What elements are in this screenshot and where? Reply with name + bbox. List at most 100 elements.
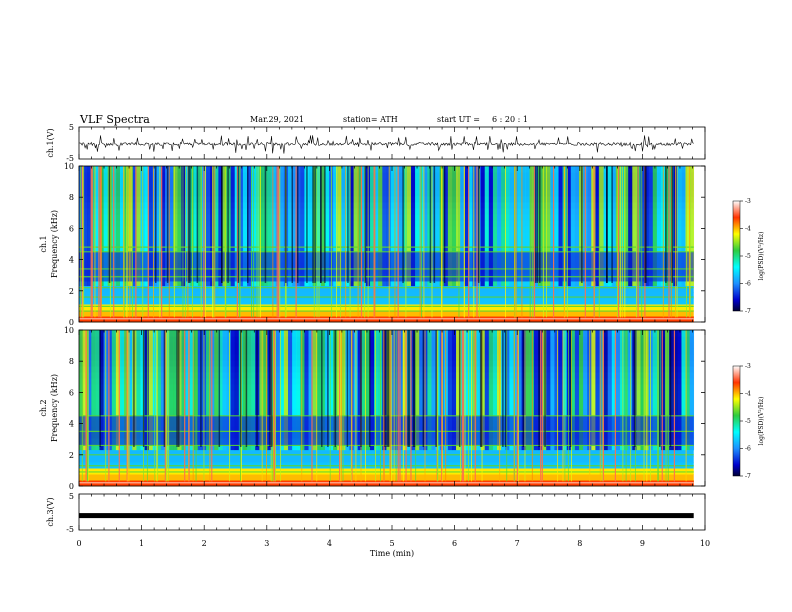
spec-column [247,166,252,287]
colorbar-tick-label: -3 [745,198,751,205]
spec-column [173,330,178,451]
spec-column [570,330,576,451]
spec-column [599,330,604,451]
spec-band [79,304,694,311]
time-tick-label: 0 [76,539,81,548]
spec-column [222,166,227,287]
spec-column [484,330,490,451]
ch3-ytick-bottom: -5 [66,525,74,534]
spec-column [476,330,481,451]
spec-column [214,330,219,451]
spec-column [206,330,211,451]
spec-column [386,166,391,287]
spec-ytick-label: 10 [64,326,74,335]
ch1-spec-ylabel-line1: ch.1 [39,235,48,252]
spec-column [468,330,473,451]
spec-column [480,166,486,287]
colorbar-ch2-scale [732,365,741,477]
spec-column [578,330,584,451]
spec-column [689,330,695,451]
spec-column [513,330,518,451]
spec-column [374,330,379,451]
spec-column [685,166,690,287]
spec-column [242,166,248,287]
spec-column [169,330,174,451]
spec-column [197,166,203,287]
colorbar-ch2-ticks: -3 -4 -5 -6 -7 [740,363,751,480]
spec-column [320,330,326,451]
spec-ytick-label: 0 [69,482,74,491]
spec-column [369,166,375,287]
spec-column [390,330,395,451]
spec-column [632,166,637,287]
spec-column [79,330,84,451]
colorbar-ch1: -3 -4 -5 -6 -7 log(PSD)(V²/Hz) [732,198,765,315]
spec-column [148,166,154,287]
spec-column [603,330,608,451]
spec-column [574,166,580,287]
spec-ytick-label: 2 [69,287,74,296]
colorbar-tick-label: -4 [745,391,751,398]
ch1-spec-ylabel-line2: Frequency (kHz) [50,210,59,278]
spec-column [529,166,535,287]
spec-column [218,330,223,451]
spec-column [160,166,166,287]
spec-column [361,166,367,287]
spec-column [353,166,358,287]
start-ut-label: start UT = [437,115,480,124]
spec-column [382,166,387,287]
ch3-waveform-ylabel: ch.3(V) [46,497,55,526]
spec-column [222,330,227,451]
spec-column [136,166,141,287]
spec-column [554,330,559,451]
spec-column [357,166,363,287]
ch1-spectrogram-panel: 0 2 4 6 8 10 ch.1 Frequency (kHz) [39,162,706,327]
spec-column [189,166,195,287]
colorbar-tick-label: -7 [745,473,751,480]
ch2-spectrogram-image [79,330,705,487]
spec-column [132,166,137,287]
spec-column [156,330,162,451]
spec-column [656,166,662,287]
spec-column [160,330,166,451]
spec-column [337,166,342,287]
spec-column [619,330,625,451]
spec-ytick-label: 0 [69,318,74,327]
spec-column [128,330,133,451]
spec-column [660,330,666,451]
time-tick-label: 8 [577,539,582,548]
spec-column [521,166,527,287]
spec-column [300,330,305,451]
spec-column [279,330,285,451]
spec-column [308,330,313,451]
spec-ytick-label: 8 [69,193,74,202]
ch3-waveform-frame [78,493,706,531]
spec-column [267,166,272,287]
spec-column [251,330,256,451]
spec-column [328,330,334,451]
spec-column [603,166,608,287]
spec-column [218,166,223,287]
spec-column [144,330,149,451]
spec-column [497,330,502,451]
spec-column [517,166,522,287]
spec-column [136,330,141,451]
spec-column [451,166,457,287]
spec-column [546,166,551,287]
spec-column [505,330,510,451]
spec-column [628,166,633,287]
spec-column [464,166,469,287]
spec-column [144,166,149,287]
spec-column [673,330,678,451]
spec-column [115,166,121,287]
ch2-spec-ylabel-line2: Frequency (kHz) [50,374,59,442]
spec-column [447,330,453,451]
spec-column [173,166,178,287]
spec-column [374,166,379,287]
spec-column [181,330,186,451]
spec-column [509,330,514,451]
ch1-waveform-ylabel: ch.1(V) [46,128,55,157]
spec-column [324,166,330,287]
spec-column [677,166,682,287]
spec-column [390,166,395,287]
